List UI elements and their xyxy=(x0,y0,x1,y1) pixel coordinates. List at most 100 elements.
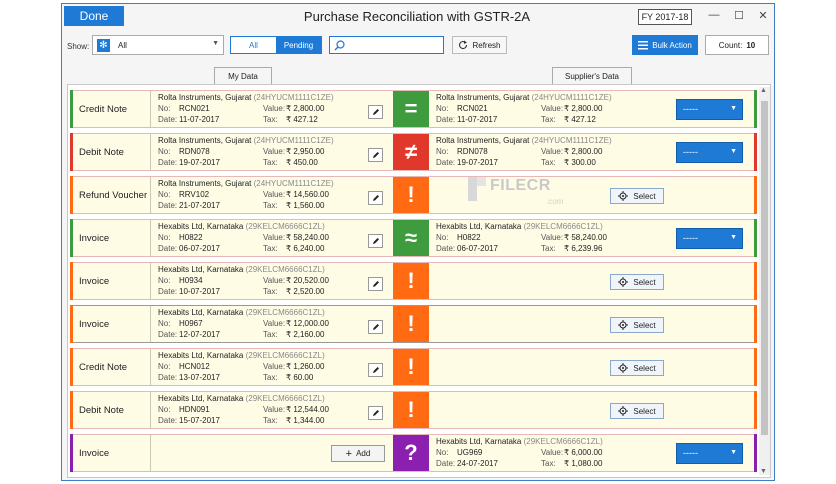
divider xyxy=(150,349,151,385)
reconciliation-row[interactable]: Invoice Hexabits Ltd, Karnataka (29KELCM6… xyxy=(70,219,757,257)
pencil-icon xyxy=(372,324,379,330)
divider xyxy=(150,91,151,127)
reconciliation-row[interactable]: Invoice + Add? Hexabits Ltd, Karnataka (29K… xyxy=(70,434,757,472)
reconciliation-row[interactable]: Invoice Hexabits Ltd, Karnataka (29KELCM6… xyxy=(70,262,757,300)
record-value: ₹ 20,520.00 xyxy=(286,276,329,285)
reconciliation-row[interactable]: Credit Note Hexabits Ltd, Karnataka (29KE… xyxy=(70,348,757,386)
record-tax: ₹ 1,080.00 xyxy=(564,459,603,468)
edit-button[interactable] xyxy=(368,105,383,119)
edit-button[interactable] xyxy=(368,148,383,162)
select-button[interactable]: Select xyxy=(610,360,664,376)
pencil-icon xyxy=(372,367,379,373)
record-date: 11-07-2017 xyxy=(457,115,498,124)
plus-icon: + xyxy=(345,447,353,460)
crosshair-icon xyxy=(618,191,629,201)
tab-suppliers-data[interactable]: Supplier's Data xyxy=(552,67,632,84)
party-name: Hexabits Ltd, Karnataka (29KELCM6666C1ZL… xyxy=(158,393,325,404)
select-label: Select xyxy=(633,363,656,373)
record-number: H0822 xyxy=(457,233,481,242)
record-number: HDN091 xyxy=(179,405,210,414)
vertical-scrollbar[interactable]: ▲ ▼ xyxy=(759,87,770,475)
record-value: ₹ 58,240.00 xyxy=(564,233,607,242)
scroll-down-icon[interactable]: ▼ xyxy=(760,468,767,475)
party-name-text: Rolta Instruments, Gujarat xyxy=(436,136,532,145)
reconciliation-row[interactable]: Credit Note Rolta Instruments, Gujarat (2… xyxy=(70,90,757,128)
right-status-bar xyxy=(754,434,757,472)
fiscal-year-badge[interactable]: FY 2017-18 xyxy=(638,9,692,25)
divider xyxy=(150,392,151,428)
action-dropdown[interactable]: ----- ▼ xyxy=(676,443,743,464)
done-button[interactable]: Done xyxy=(64,6,124,26)
number-label: No: xyxy=(158,147,171,156)
edit-button[interactable] xyxy=(368,277,383,291)
reconciliation-row[interactable]: Invoice Hexabits Ltd, Karnataka (29KELCM6… xyxy=(70,305,757,343)
add-button[interactable]: + Add xyxy=(331,445,385,462)
edit-button[interactable] xyxy=(368,191,383,205)
count-label: Count: xyxy=(718,40,743,50)
tax-label: Tax: xyxy=(541,158,556,167)
add-label: Add xyxy=(356,449,371,458)
edit-button[interactable] xyxy=(368,320,383,334)
bulk-action-button[interactable]: Bulk Action xyxy=(632,35,698,55)
action-dropdown[interactable]: ----- ▼ xyxy=(676,228,743,249)
select-button[interactable]: Select xyxy=(610,188,664,204)
record-number: UG969 xyxy=(457,448,483,457)
edit-button[interactable] xyxy=(368,363,383,377)
action-dropdown[interactable]: ----- ▼ xyxy=(676,99,743,120)
date-label: Date: xyxy=(158,330,178,339)
segment-pending[interactable]: Pending xyxy=(276,37,321,53)
show-label: Show: xyxy=(67,42,90,51)
record-value: ₹ 12,000.00 xyxy=(286,319,329,328)
right-status-bar xyxy=(754,90,757,128)
select-button[interactable]: Select xyxy=(610,274,664,290)
gstin-text: (29KELCM6666C1ZL) xyxy=(245,265,325,274)
show-filter-select[interactable]: ✻ All ▼ xyxy=(92,35,224,55)
refresh-button[interactable]: Refresh xyxy=(452,36,507,54)
scrollbar-thumb[interactable] xyxy=(761,101,768,435)
right-status-bar xyxy=(754,133,757,171)
page-title: Purchase Reconciliation with GSTR-2A xyxy=(303,9,531,24)
tax-label: Tax: xyxy=(263,115,278,124)
action-dropdown[interactable]: ----- ▼ xyxy=(676,142,743,163)
document-type: Invoice xyxy=(79,319,110,330)
my-data-record: Hexabits Ltd, Karnataka (29KELCM6666C1ZL… xyxy=(158,306,378,342)
value-label: Value: xyxy=(263,276,286,285)
select-button[interactable]: Select xyxy=(610,317,664,333)
record-value: ₹ 2,950.00 xyxy=(286,147,325,156)
record-number: RCN021 xyxy=(457,104,488,113)
tab-my-data[interactable]: My Data xyxy=(214,67,272,84)
document-type: Debit Note xyxy=(79,147,124,158)
select-button[interactable]: Select xyxy=(610,403,664,419)
chevron-down-icon: ▼ xyxy=(212,40,219,47)
gstin-text: (24HYUCM1111C1ZE) xyxy=(531,93,612,102)
record-value: ₹ 12,544.00 xyxy=(286,405,329,414)
close-icon[interactable]: ✕ xyxy=(758,10,768,22)
reconciliation-row[interactable]: Debit Note Rolta Instruments, Gujarat (24… xyxy=(70,133,757,171)
edit-button[interactable] xyxy=(368,406,383,420)
scroll-up-icon[interactable]: ▲ xyxy=(760,87,767,94)
reconciliation-row[interactable]: Debit Note Hexabits Ltd, Karnataka (29KEL… xyxy=(70,391,757,429)
document-type: Invoice xyxy=(79,233,110,244)
party-name: Hexabits Ltd, Karnataka (29KELCM6666C1ZL… xyxy=(158,350,325,361)
edit-button[interactable] xyxy=(368,234,383,248)
status-segmented-control: All Pending xyxy=(230,36,322,54)
left-status-bar xyxy=(70,219,73,257)
record-tax: ₹ 427.12 xyxy=(564,115,596,124)
minimize-icon[interactable]: — xyxy=(708,9,720,21)
reconciliation-row[interactable]: Refund Voucher Rolta Instruments, Gujarat… xyxy=(70,176,757,214)
my-data-record: Rolta Instruments, Gujarat (24HYUCM1111C… xyxy=(158,91,378,127)
crosshair-icon xyxy=(618,363,629,373)
tax-label: Tax: xyxy=(263,201,278,210)
maximize-icon[interactable]: ☐ xyxy=(734,10,744,22)
show-filter-value: All xyxy=(118,41,127,50)
document-type: Refund Voucher xyxy=(79,190,148,201)
select-label: Select xyxy=(633,277,656,287)
party-name: Rolta Instruments, Gujarat (24HYUCM1111C… xyxy=(158,92,334,103)
record-date: 11-07-2017 xyxy=(179,115,220,124)
party-name: Rolta Instruments, Gujarat (24HYUCM1111C… xyxy=(158,135,334,146)
search-input[interactable] xyxy=(329,36,444,54)
segment-all[interactable]: All xyxy=(231,37,276,53)
number-label: No: xyxy=(158,405,171,414)
document-type: Debit Note xyxy=(79,405,124,416)
value-label: Value: xyxy=(263,190,286,199)
